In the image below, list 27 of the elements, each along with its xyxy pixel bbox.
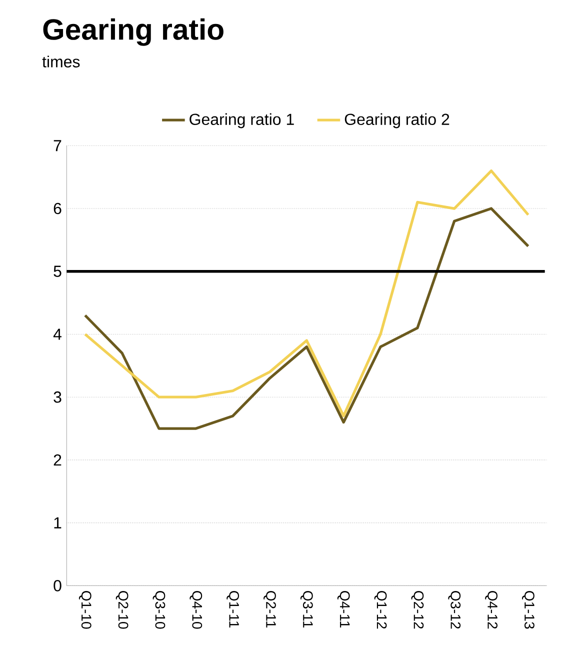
x-tick-label: Q1-10 (78, 591, 92, 629)
x-tick-label: Q3-11 (300, 591, 313, 628)
x-tick-label: Q2-12 (411, 591, 424, 629)
y-tick-label: 0 (54, 580, 62, 592)
y-tick-label: 1 (54, 517, 62, 528)
y-tick-label: 6 (54, 202, 62, 214)
chart-title: Gearing ratio (43, 18, 224, 46)
y-tick-label: 5 (54, 266, 62, 277)
legend-label: Gearing ratio 2 (344, 113, 450, 128)
y-tick-label: 7 (54, 140, 62, 152)
x-tick-label: Q4-10 (190, 591, 202, 629)
x-tick-label: Q3-12 (448, 591, 461, 629)
x-tick-label: Q4-11 (337, 591, 350, 628)
x-tick-label: Q2-10 (116, 591, 128, 629)
x-tick-label: Q3-10 (152, 591, 166, 629)
y-tick-label: 4 (53, 328, 62, 340)
x-tick-label: Q4-12 (485, 591, 498, 629)
legend-label: Gearing ratio 1 (190, 113, 294, 128)
x-tick-label: Q1-13 (522, 591, 534, 629)
line-series (84, 169, 530, 418)
y-tick-label: 2 (54, 454, 62, 466)
x-tick-label: Q1-12 (374, 591, 387, 629)
y-tick-label: 3 (54, 391, 62, 403)
line-series (84, 207, 530, 430)
chart-subtitle: times (42, 56, 80, 68)
x-tick-label: Q2-11 (264, 591, 276, 628)
x-tick-label: Q1-11 (226, 591, 240, 628)
